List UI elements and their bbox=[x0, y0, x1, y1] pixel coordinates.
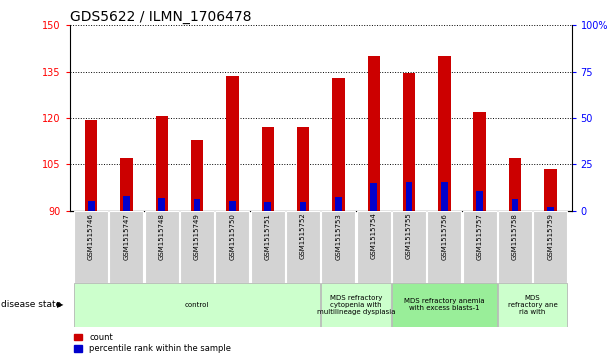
Bar bbox=[498, 283, 567, 327]
Text: disease state: disease state bbox=[1, 301, 61, 309]
Text: control: control bbox=[185, 302, 209, 308]
Bar bbox=[229, 201, 236, 211]
Legend: count, percentile rank within the sample: count, percentile rank within the sample bbox=[74, 333, 231, 353]
Text: GSM1515753: GSM1515753 bbox=[336, 213, 341, 260]
Bar bbox=[191, 140, 203, 211]
Text: GSM1515748: GSM1515748 bbox=[159, 213, 165, 260]
Bar bbox=[544, 169, 556, 211]
Bar bbox=[261, 127, 274, 211]
Bar bbox=[438, 56, 451, 211]
Bar bbox=[392, 211, 426, 283]
Bar bbox=[474, 112, 486, 211]
Text: GSM1515749: GSM1515749 bbox=[194, 213, 200, 260]
Bar bbox=[498, 211, 532, 283]
Bar bbox=[300, 202, 306, 211]
Bar bbox=[250, 211, 285, 283]
Bar bbox=[286, 211, 320, 283]
Bar bbox=[547, 207, 554, 211]
Bar bbox=[145, 211, 179, 283]
Bar bbox=[194, 199, 201, 211]
Text: GSM1515750: GSM1515750 bbox=[229, 213, 235, 260]
Bar bbox=[88, 201, 94, 211]
Text: MDS refractory anemia
with excess blasts-1: MDS refractory anemia with excess blasts… bbox=[404, 298, 485, 311]
Bar bbox=[357, 211, 391, 283]
Bar bbox=[441, 182, 447, 211]
Bar bbox=[403, 73, 415, 211]
Text: GSM1515752: GSM1515752 bbox=[300, 213, 306, 260]
Text: GSM1515759: GSM1515759 bbox=[547, 213, 553, 260]
Bar bbox=[332, 78, 345, 211]
Bar bbox=[335, 197, 342, 211]
Bar bbox=[74, 283, 320, 327]
Bar bbox=[476, 191, 483, 211]
Text: GSM1515758: GSM1515758 bbox=[512, 213, 518, 260]
Bar bbox=[322, 211, 355, 283]
Bar bbox=[123, 196, 130, 211]
Bar bbox=[120, 158, 133, 211]
Bar bbox=[158, 197, 165, 211]
Text: ▶: ▶ bbox=[57, 301, 64, 309]
Bar bbox=[215, 211, 249, 283]
Text: GSM1515755: GSM1515755 bbox=[406, 213, 412, 260]
Text: GSM1515757: GSM1515757 bbox=[477, 213, 483, 260]
Bar bbox=[511, 199, 519, 211]
Bar bbox=[427, 211, 461, 283]
Bar bbox=[322, 283, 391, 327]
Text: GDS5622 / ILMN_1706478: GDS5622 / ILMN_1706478 bbox=[70, 11, 252, 24]
Bar bbox=[109, 211, 143, 283]
Bar bbox=[297, 127, 309, 211]
Bar bbox=[367, 56, 380, 211]
Text: GSM1515746: GSM1515746 bbox=[88, 213, 94, 260]
Bar bbox=[406, 182, 412, 211]
Bar bbox=[156, 117, 168, 211]
Text: GSM1515756: GSM1515756 bbox=[441, 213, 447, 260]
Bar bbox=[85, 119, 97, 211]
Bar bbox=[74, 211, 108, 283]
Bar bbox=[180, 211, 214, 283]
Bar bbox=[392, 283, 497, 327]
Text: MDS
refractory ane
ria with: MDS refractory ane ria with bbox=[508, 295, 558, 315]
Bar bbox=[533, 211, 567, 283]
Bar bbox=[509, 158, 521, 211]
Text: MDS refractory
cytopenia with
multilineage dysplasia: MDS refractory cytopenia with multilinea… bbox=[317, 295, 395, 315]
Text: GSM1515747: GSM1515747 bbox=[123, 213, 130, 260]
Bar bbox=[370, 183, 377, 211]
Text: GSM1515751: GSM1515751 bbox=[264, 213, 271, 260]
Text: GSM1515754: GSM1515754 bbox=[371, 213, 377, 260]
Bar bbox=[226, 76, 238, 211]
Bar bbox=[463, 211, 497, 283]
Bar bbox=[264, 202, 271, 211]
